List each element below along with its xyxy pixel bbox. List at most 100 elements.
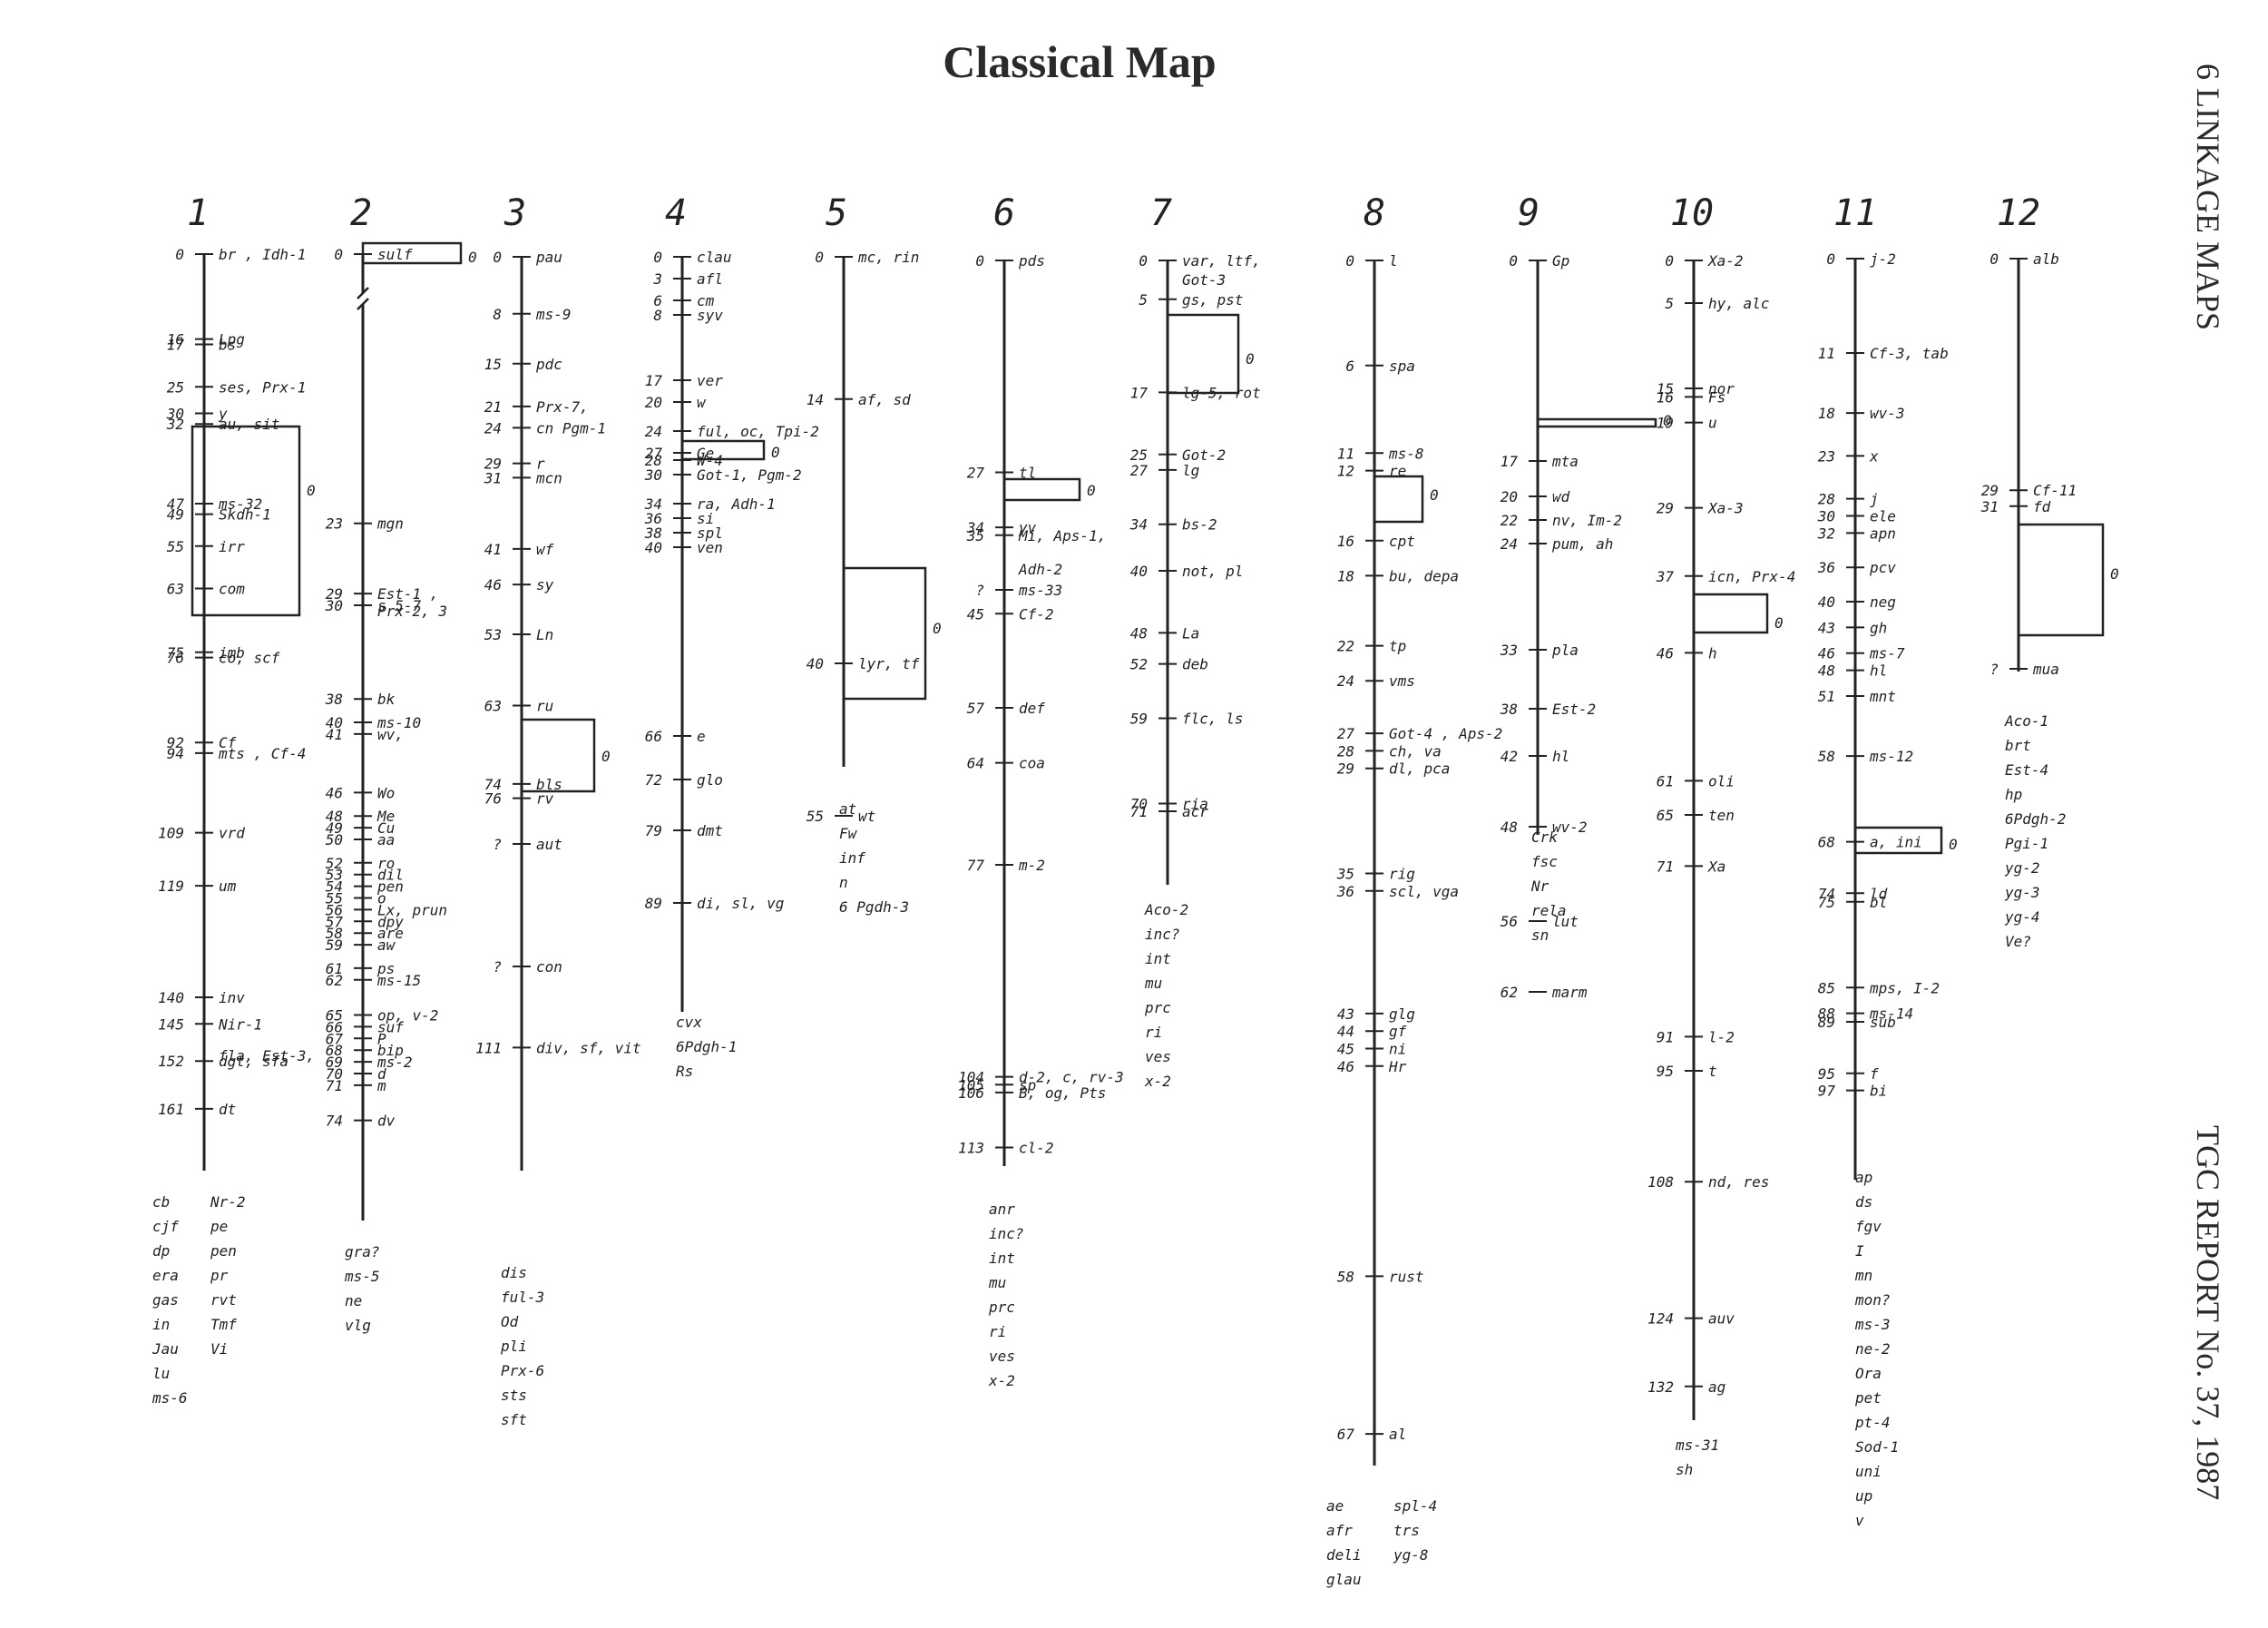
locus-position: 43 xyxy=(1337,1005,1354,1023)
locus-gene: con xyxy=(536,958,562,976)
locus-position: 52 xyxy=(326,855,343,872)
unmapped-gene: Jau xyxy=(152,1340,179,1358)
locus-position: 62 xyxy=(1501,984,1518,1001)
locus-position: 57 xyxy=(326,913,344,930)
locus-position: 30 xyxy=(644,466,662,484)
locus-gene: Cf-2 xyxy=(1019,605,1054,623)
locus-gene: bl xyxy=(1870,894,1887,911)
locus-gene: glo xyxy=(697,771,723,789)
locus-gene: af, sd xyxy=(858,391,911,408)
locus-gene: var, ltf, xyxy=(1182,252,1261,270)
locus-gene: rv xyxy=(536,790,554,808)
locus-position: 14 xyxy=(807,391,824,408)
locus-position: 27 xyxy=(645,445,663,462)
locus-gene: lut xyxy=(1552,913,1579,930)
locus-position: 55 xyxy=(807,808,824,825)
locus-gene: ms-15 xyxy=(376,972,421,989)
locus-gene: ms-14 xyxy=(1869,1005,1913,1023)
locus-position: 76 xyxy=(167,650,184,667)
locus-position: 75 xyxy=(1818,894,1835,911)
locus-position: 45 xyxy=(1337,1041,1354,1058)
locus-gene: Cf-3, tab xyxy=(1870,345,1949,362)
locus-position: 79 xyxy=(645,822,662,839)
locus-position: 19 xyxy=(1657,415,1674,432)
locus-position: 29 xyxy=(1981,482,1999,499)
unmapped-gene: gas xyxy=(152,1291,179,1309)
unmapped-gene: cvx xyxy=(676,1014,702,1031)
locus-position: 68 xyxy=(1818,834,1835,851)
centromere-box xyxy=(842,566,927,701)
locus-position: 77 xyxy=(967,857,985,874)
locus-position: 54 xyxy=(326,878,343,896)
locus-gene: fd xyxy=(2033,498,2051,515)
unmapped-gene: 6Pdgh-2 xyxy=(2005,810,2066,828)
locus-gene: w xyxy=(697,394,707,411)
unmapped-gene: Rs xyxy=(676,1063,693,1080)
locus-position: 25 xyxy=(167,378,184,396)
unmapped-gene: x-2 xyxy=(1144,1073,1171,1090)
locus-position: 8 xyxy=(653,307,662,324)
side-header: 6 LINKAGE MAPS xyxy=(2190,64,2226,330)
locus-gene: mps, I-2 xyxy=(1869,979,1940,996)
centromere-box xyxy=(1373,475,1424,524)
locus-gene: ro xyxy=(377,855,395,872)
locus-position: 46 xyxy=(484,576,502,593)
centromere-box xyxy=(2017,523,2105,637)
locus-gene: tp xyxy=(1389,638,1406,655)
locus-gene: f xyxy=(1870,1065,1879,1083)
unmapped-gene: int xyxy=(1145,950,1171,967)
locus-position: 21 xyxy=(484,398,502,416)
locus-position: 65 xyxy=(326,1007,343,1025)
locus-position: 58 xyxy=(326,925,343,942)
unmapped-gene: n xyxy=(839,874,848,891)
unmapped-gene: trs xyxy=(1393,1522,1420,1539)
locus-position: 48 xyxy=(1501,819,1518,836)
centromere-label: 0 xyxy=(1430,486,1439,504)
unmapped-gene: ms-6 xyxy=(152,1389,188,1407)
locus-position: 55 xyxy=(326,890,343,907)
locus-gene: clau xyxy=(697,249,732,266)
locus-position: 59 xyxy=(1130,710,1148,727)
unmapped-gene: Prx-6 xyxy=(501,1362,544,1379)
locus-position: 57 xyxy=(967,700,985,717)
unmapped-gene: sh xyxy=(1676,1461,1693,1478)
locus-gene: wv, xyxy=(377,726,404,743)
locus-position: 152 xyxy=(158,1053,184,1070)
locus-position: 0 xyxy=(175,246,184,263)
unmapped-gene: Nr-2 xyxy=(210,1193,246,1211)
locus-gene: dpy xyxy=(377,913,404,930)
locus-gene: aw xyxy=(377,937,396,954)
locus-gene: dt xyxy=(219,1101,236,1118)
locus-position: 95 xyxy=(1818,1065,1835,1083)
locus-position: 22 xyxy=(1501,512,1518,529)
locus-position: 31 xyxy=(484,469,502,486)
locus-position: 35 xyxy=(1336,866,1354,883)
locus-gene: a, ini xyxy=(1870,834,1922,851)
centromere-label: 0 xyxy=(468,249,477,266)
locus-position: 29 xyxy=(1337,760,1354,778)
locus-gene: Cf xyxy=(219,734,237,751)
locus-gene: com xyxy=(219,581,245,598)
unmapped-gene: pt-4 xyxy=(1854,1414,1891,1431)
locus-position: 23 xyxy=(1818,447,1835,465)
locus-position: 46 xyxy=(1657,644,1674,662)
locus-position: 17 xyxy=(167,336,185,353)
locus-gene: irr xyxy=(219,538,245,555)
unmapped-gene: sft xyxy=(501,1411,527,1428)
locus-position: 16 xyxy=(167,331,184,348)
locus-gene: div, sf, vit xyxy=(536,1039,641,1056)
locus-position: 51 xyxy=(1818,688,1835,705)
locus-gene: j-2 xyxy=(1870,250,1896,268)
locus-gene: ms-7 xyxy=(1869,645,1905,662)
locus-gene: r xyxy=(536,456,545,473)
locus-gene: scl, vga xyxy=(1389,883,1459,900)
chromosome-number: 5 xyxy=(826,192,847,234)
locus-position: 0 xyxy=(975,252,984,270)
locus-position: 0 xyxy=(1139,252,1148,270)
locus-position: 27 xyxy=(1337,725,1355,742)
unmapped-gene: mon? xyxy=(1854,1291,1891,1309)
locus-position: 41 xyxy=(326,726,343,743)
locus-gene: o xyxy=(377,890,386,907)
locus-position: 50 xyxy=(326,831,343,848)
